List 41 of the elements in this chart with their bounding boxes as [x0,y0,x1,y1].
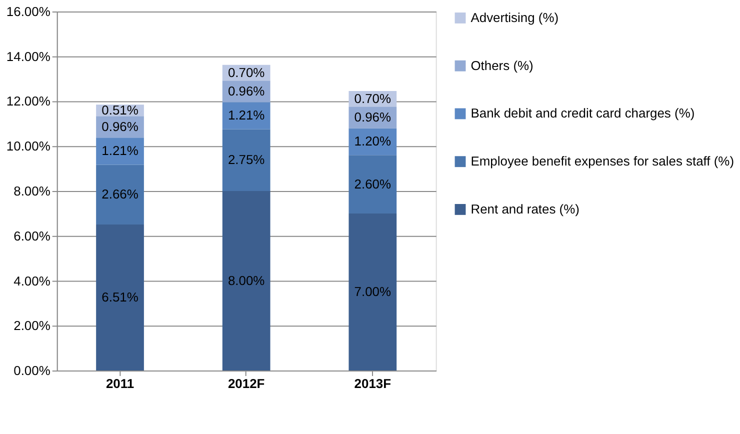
bar [222,129,270,192]
y-tick-label: 12.00% [6,94,51,109]
x-tick-label: 2011 [106,376,134,391]
bar [96,164,144,224]
y-tick-label: 0.00% [14,363,51,378]
data-label: 2.60% [354,176,392,192]
data-label: 0.96% [228,83,266,98]
data-label: 2.75% [228,152,266,168]
data-label: 8.00% [228,272,266,288]
bar [348,128,397,156]
bar [96,138,144,165]
bar [96,224,144,371]
bar [222,191,270,371]
y-tick-label: 14.00% [6,48,51,64]
data-label: 6.51% [102,289,139,304]
x-tick-label: 2013F [354,376,392,391]
y-tick-label: 2.00% [14,318,51,334]
data-label: 2.66% [102,186,139,202]
data-label: 0.70% [228,64,266,80]
data-label: 0.51% [102,102,139,118]
bar [348,155,397,214]
y-tick-label: 6.00% [14,228,51,244]
data-label: 0.96% [102,118,139,134]
bar [348,213,397,371]
data-label: 0.96% [354,109,392,124]
legend-label: Rent and rates (%) [470,201,580,216]
y-tick-label: 16.00% [6,4,51,19]
data-label: 1.21% [228,108,266,123]
y-tick-label: 8.00% [14,184,51,199]
legend-label: Bank debit and credit card charges (%) [470,106,695,121]
y-tick-label: 4.00% [14,273,51,288]
data-label: 1.21% [102,143,139,158]
bar [222,102,270,130]
y-tick-label: 10.00% [6,138,51,154]
data-label: 7.00% [354,284,392,299]
data-label: 1.20% [354,134,392,149]
legend-label: Others (%) [470,58,534,73]
legend-label: Employee benefit expenses for sales staff (%) [470,154,734,169]
data-label: 0.70% [354,90,392,106]
legend-label: Advertising (%) [470,10,559,25]
x-tick-label: 2012F [228,376,265,391]
